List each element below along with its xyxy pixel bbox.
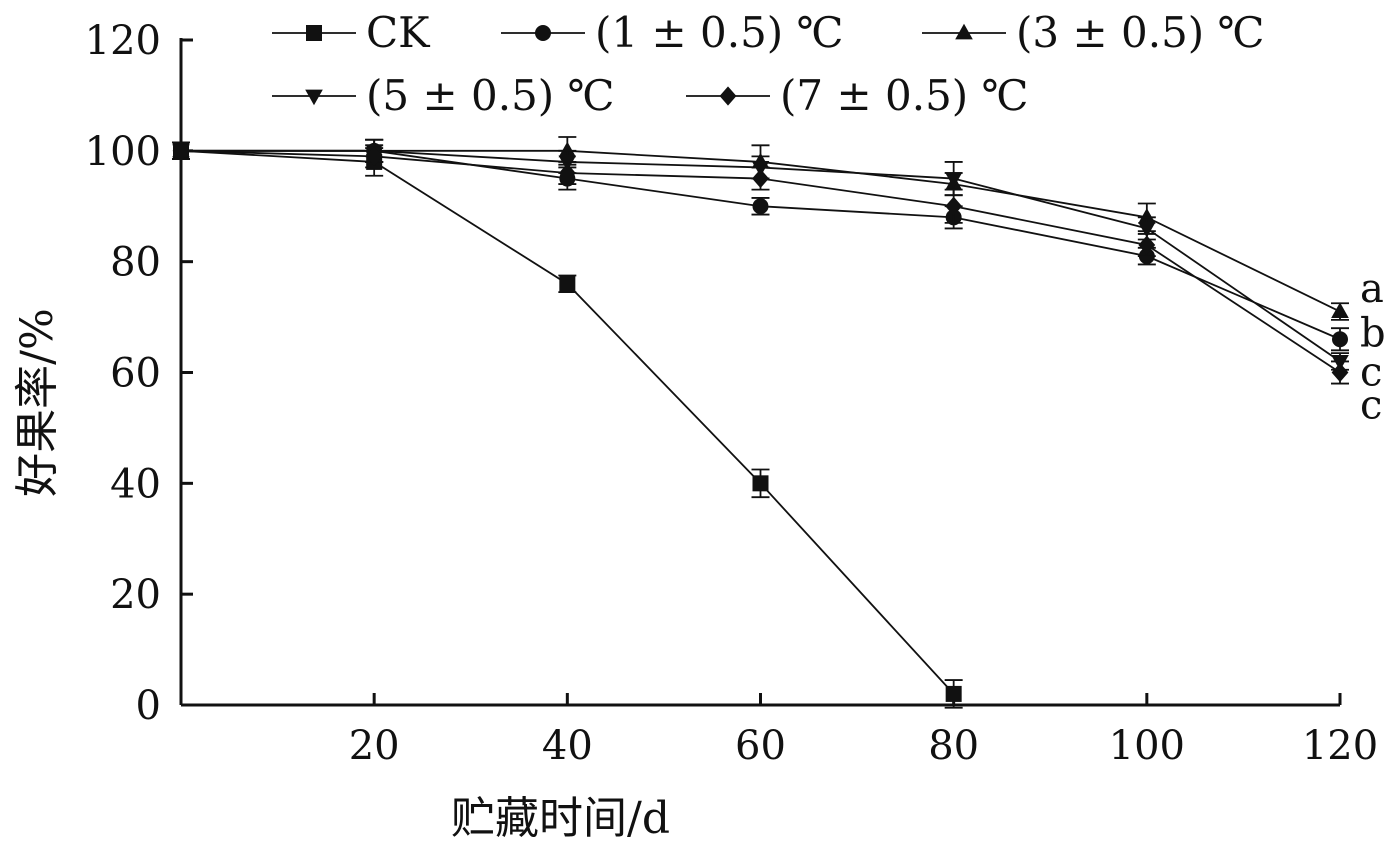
y-tick-label: 100 xyxy=(85,129,161,175)
data-point xyxy=(945,685,962,702)
data-point xyxy=(172,141,190,161)
circle-marker xyxy=(1332,331,1348,348)
legend-item: (1 ± 0.5) ℃ xyxy=(501,8,844,57)
y-tick-label: 40 xyxy=(110,461,161,507)
legend-marker xyxy=(306,25,322,41)
data-point xyxy=(944,172,963,188)
legend-item: (5 ± 0.5) ℃ xyxy=(272,71,615,120)
x-axis-title: 贮藏时间/d xyxy=(451,793,670,841)
legend-item: (7 ± 0.5) ℃ xyxy=(686,71,1029,120)
data-point xyxy=(752,475,769,492)
square-marker xyxy=(945,685,962,702)
legend-marker xyxy=(305,89,323,106)
series-line xyxy=(180,149,955,695)
data-point xyxy=(559,275,576,292)
data-point xyxy=(1332,331,1348,348)
x-tick-label: 40 xyxy=(542,723,593,769)
data-point xyxy=(558,141,577,158)
diamond-marker xyxy=(365,146,383,166)
triangle-up-marker xyxy=(558,141,577,158)
x-tick-label: 120 xyxy=(1302,723,1378,769)
triangle-up-marker xyxy=(955,23,973,40)
legend-label: (3 ± 0.5) ℃ xyxy=(1016,8,1265,57)
diamond-marker xyxy=(172,141,190,161)
data-point xyxy=(1138,208,1156,224)
y-tick-label: 120 xyxy=(85,18,161,64)
x-tick-label: 60 xyxy=(735,723,786,769)
axes: 0 20 40 60 80 100 120 20 40 60 80 100 120 贮藏时间/d 好果率/% xyxy=(12,18,1378,841)
square-marker xyxy=(752,475,769,492)
square-marker xyxy=(306,25,322,41)
legend-marker xyxy=(955,23,973,40)
significance-label: c xyxy=(1360,349,1382,395)
significance-label: b xyxy=(1360,310,1386,356)
legend-label: (5 ± 0.5) ℃ xyxy=(366,71,615,120)
data-point xyxy=(1331,302,1349,318)
y-tick-label: 20 xyxy=(110,572,161,618)
triangle-up-marker xyxy=(1138,208,1156,224)
triangle-down-marker xyxy=(944,172,963,188)
data-point xyxy=(1331,362,1349,383)
significance-label: a xyxy=(1360,266,1384,312)
data-point xyxy=(752,198,769,215)
data-point xyxy=(1138,235,1156,255)
y-axis-title: 好果率/% xyxy=(12,308,63,497)
data-point xyxy=(752,168,769,189)
square-marker xyxy=(559,275,576,292)
x-tick-label: 80 xyxy=(928,723,979,769)
data-point xyxy=(365,146,383,166)
triangle-down-marker xyxy=(305,89,323,106)
legend-item: CK xyxy=(272,8,431,57)
circle-marker xyxy=(535,25,551,41)
triangle-up-marker xyxy=(1331,302,1349,318)
diamond-marker xyxy=(1331,362,1349,383)
legend-marker xyxy=(535,25,551,41)
data-point xyxy=(558,163,576,183)
diamond-marker xyxy=(719,86,737,106)
data-point xyxy=(1138,222,1156,238)
significance-label: c xyxy=(1360,383,1382,429)
x-tick-label: 100 xyxy=(1109,723,1185,769)
series-layer xyxy=(172,136,1349,709)
y-tick-label: 80 xyxy=(110,240,161,286)
y-tick-label: 60 xyxy=(110,351,161,397)
diamond-marker xyxy=(752,168,769,189)
legend: CK (1 ± 0.5) ℃ (3 ± 0.5) ℃ (5 ± 0.5) ℃ (7 ± … xyxy=(272,8,1265,120)
diamond-marker xyxy=(945,196,963,216)
data-point xyxy=(945,196,963,216)
series-0 xyxy=(172,141,963,709)
legend-marker xyxy=(719,86,737,106)
legend-item: (3 ± 0.5) ℃ xyxy=(922,8,1265,57)
x-tick-label: 20 xyxy=(349,723,400,769)
y-tick-label: 0 xyxy=(136,683,161,729)
diamond-marker xyxy=(558,163,576,183)
legend-label: (7 ± 0.5) ℃ xyxy=(780,71,1029,120)
circle-marker xyxy=(752,198,769,215)
series-4 xyxy=(172,141,1349,385)
diamond-marker xyxy=(1138,235,1156,255)
legend-label: CK xyxy=(366,8,431,57)
legend-label: (1 ± 0.5) ℃ xyxy=(595,8,844,57)
triangle-down-marker xyxy=(1138,222,1156,238)
